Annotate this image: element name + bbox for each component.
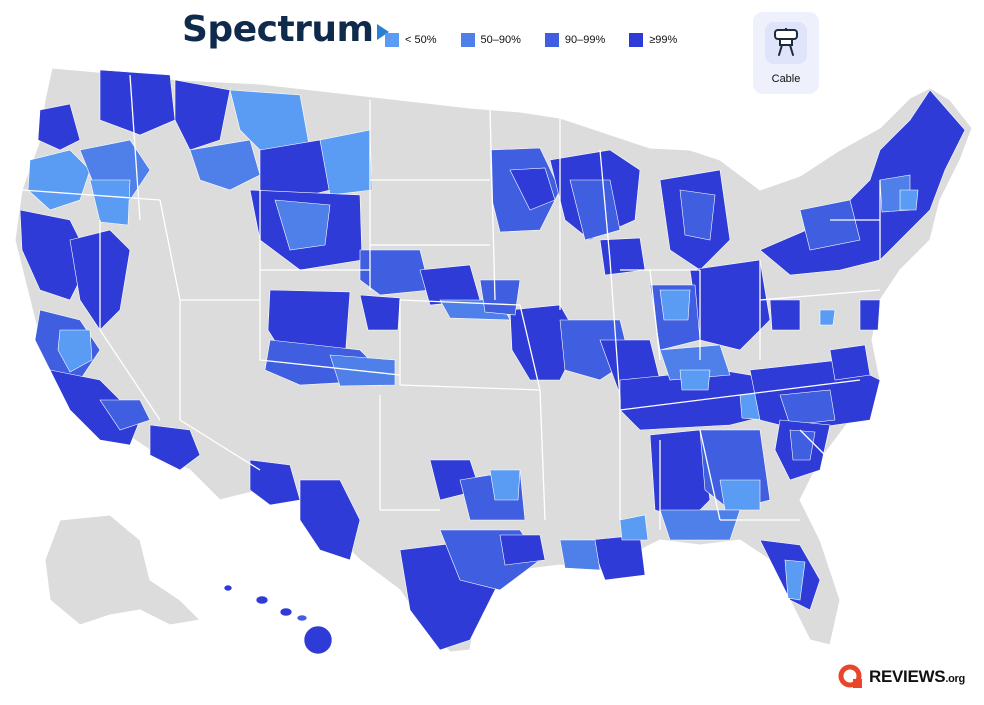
legend-label: < 50% <box>405 34 437 46</box>
legend-swatch <box>460 33 475 47</box>
legend-label: 50–90% <box>480 34 521 46</box>
legend-swatch <box>544 33 559 47</box>
coverage-legend: < 50% 50–90% 90–99% ≥99% <box>385 33 701 47</box>
legend-item-under-50: < 50% <box>385 33 437 47</box>
legend-swatch <box>629 33 644 47</box>
spectrum-wordmark: Spectrum <box>182 9 374 50</box>
reviews-wordmark: REVIEWS.org <box>869 667 965 686</box>
reviews-org-logo: REVIEWS.org <box>838 664 965 690</box>
cable-connector-icon <box>765 22 807 64</box>
service-type-label: Cable <box>771 73 801 85</box>
alaska-land <box>44 514 202 626</box>
coverage-regions <box>19 69 966 651</box>
legend-swatch <box>385 33 399 47</box>
hawaii-land <box>223 584 333 655</box>
legend-item-50-90: 50–90% <box>460 33 521 47</box>
legend-item-99-plus: ≥99% <box>629 33 677 47</box>
reviews-q-icon <box>838 664 862 688</box>
legend-label: 90–99% <box>564 34 606 46</box>
legend-label: ≥99% <box>649 34 678 46</box>
service-type-card: Cable <box>753 12 819 94</box>
legend-item-90-99: 90–99% <box>544 33 606 47</box>
state-borders <box>21 74 881 530</box>
